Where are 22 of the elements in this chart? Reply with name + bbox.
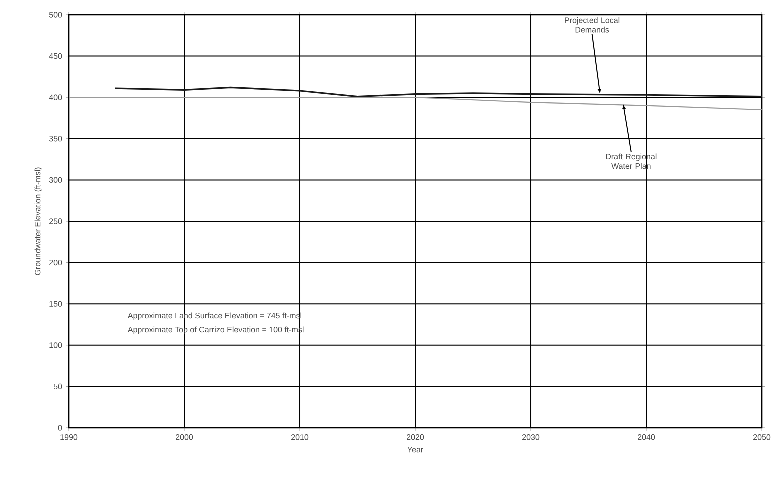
y-tick-label: 250 — [50, 218, 62, 224]
line-series — [114, 86, 763, 98]
x-tick-label: 2000 — [176, 434, 194, 440]
x-tick-label: 2020 — [407, 434, 424, 440]
annotation: Projected Local Demands — [565, 17, 620, 33]
y-tick-label: 0 — [58, 425, 62, 431]
x-tick-label: 2050 — [754, 434, 771, 440]
y-tick-label: 200 — [50, 260, 62, 266]
x-axis-title: Year — [408, 447, 424, 453]
y-axis-title: Groundwater Elevation (ft-msl) — [34, 168, 42, 276]
x-tick-label: 2010 — [292, 434, 309, 440]
y-tick-label: 150 — [50, 301, 62, 307]
y-tick-label: 350 — [49, 136, 62, 142]
y-tick-label: 500 — [49, 12, 62, 18]
y-tick-label: 100 — [50, 342, 62, 348]
x-tick-label: 2030 — [522, 434, 540, 440]
x-tick-label: 2040 — [638, 434, 656, 440]
y-tick-label: 450 — [49, 53, 62, 60]
y-tick-label: 50 — [54, 384, 62, 390]
y-tick-label: 400 — [49, 94, 62, 100]
x-tick-label: 1990 — [60, 434, 78, 440]
y-tick-label: 300 — [49, 177, 62, 184]
